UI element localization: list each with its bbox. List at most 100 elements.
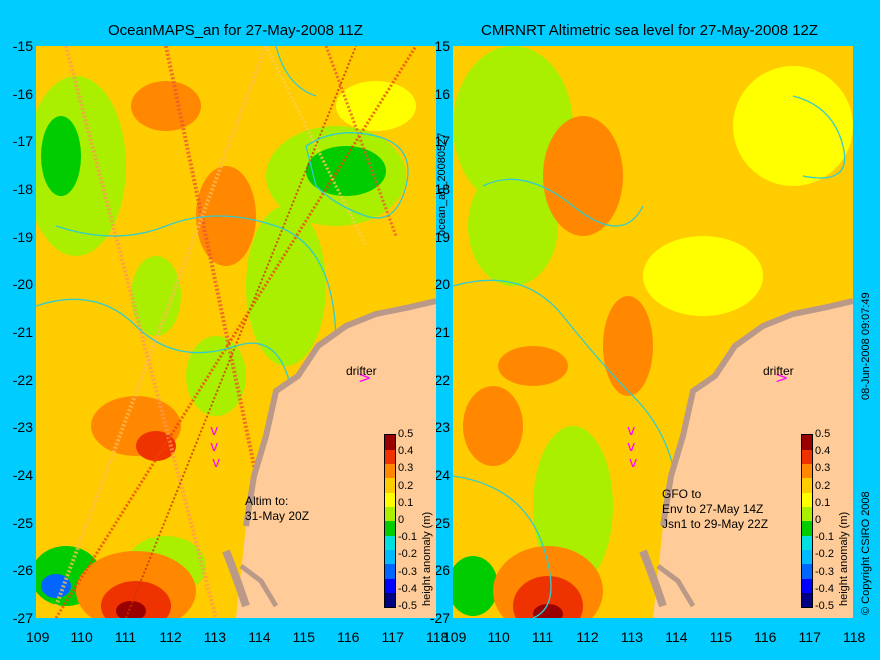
left-map-svg: > v v v xyxy=(36,46,436,618)
colorbar-swatch xyxy=(385,521,395,536)
right-colorbar xyxy=(801,434,813,608)
x-tick-label: 111 xyxy=(114,629,137,645)
y-tick-label: -27 xyxy=(12,610,33,626)
colorbar-tick-label: 0.3 xyxy=(398,462,414,475)
colorbar-swatch xyxy=(385,449,395,465)
svg-text:v: v xyxy=(627,439,635,455)
left-panel-title: OceanMAPS_an for 27-May-2008 11Z xyxy=(108,22,363,39)
colorbar-swatch xyxy=(385,578,395,594)
x-tick-label: 112 xyxy=(159,629,182,645)
x-tick-label: 115 xyxy=(709,629,732,645)
svg-text:v: v xyxy=(212,455,220,471)
colorbar-swatch xyxy=(385,463,395,479)
colorbar-swatch xyxy=(385,435,395,450)
colorbar-tick-label: 0.4 xyxy=(398,445,414,458)
colorbar-tick-label: 0 xyxy=(398,514,405,526)
x-tick-label: 118 xyxy=(426,629,449,645)
colorbar-tick-label: 0.5 xyxy=(815,428,831,440)
right-annotation-line-1: GFO to xyxy=(662,487,702,501)
right-map-panel: > v v v xyxy=(453,46,853,618)
colorbar-tick-label: 0.2 xyxy=(815,479,831,492)
copyright-label: © Copyright CSIRO 2008 xyxy=(860,491,872,615)
y-tick-label: -20 xyxy=(12,276,33,293)
svg-text:v: v xyxy=(210,439,218,455)
left-colorbar-label: height anomaly (m) xyxy=(421,511,433,606)
colorbar-tick-label: -0.5 xyxy=(815,600,834,612)
colorbar-tick-label: -0.4 xyxy=(398,582,417,595)
colorbar-tick-label: 0.2 xyxy=(398,479,414,492)
svg-text:>: > xyxy=(775,368,788,387)
right-altim-annotation: GFO to Env to 27-May 14Z Jsn1 to 29-May … xyxy=(662,487,768,532)
left-annotation-line-2: 31-May 20Z xyxy=(245,509,310,523)
colorbar-tick-label: -0.1 xyxy=(815,531,834,544)
x-tick-label: 109 xyxy=(443,629,467,645)
left-annotation-line-1: Altim to: xyxy=(245,494,289,508)
right-map-svg: > v v v xyxy=(453,46,853,618)
x-tick-label: 114 xyxy=(665,629,688,645)
y-tick-label: -18 xyxy=(12,181,33,197)
colorbar-swatch xyxy=(802,578,812,594)
colorbar-swatch xyxy=(802,492,812,508)
right-drifter-label: drifter xyxy=(763,364,794,378)
run-id-label: ocean_an_20080527 xyxy=(436,132,448,236)
right-annotation-line-3: Jsn1 to 29-May 22Z xyxy=(662,517,769,531)
colorbar-swatch xyxy=(802,435,812,450)
colorbar-swatch xyxy=(385,535,395,551)
y-tick-label: -17 xyxy=(12,133,33,150)
x-tick-label: 118 xyxy=(843,629,866,645)
right-annotation-line-2: Env to 27-May 14Z xyxy=(662,502,764,516)
left-drifter-label: drifter xyxy=(346,364,377,378)
colorbar-tick-label: -0.2 xyxy=(398,548,417,561)
colorbar-swatch xyxy=(802,564,812,579)
svg-text:v: v xyxy=(629,455,637,471)
colorbar-swatch xyxy=(385,592,395,608)
left-map-panel: > v v v xyxy=(36,46,436,618)
colorbar-tick-label: -0.1 xyxy=(398,531,417,544)
colorbar-swatch xyxy=(385,478,395,493)
y-tick-label: -22 xyxy=(12,371,33,388)
x-tick-label: 116 xyxy=(754,629,777,645)
x-tick-label: 112 xyxy=(576,629,599,645)
y-tick-label: -25 xyxy=(12,514,33,531)
y-tick-label: -15 xyxy=(12,38,33,54)
svg-text:>: > xyxy=(358,368,371,387)
right-colorbar-label: height anomaly (m) xyxy=(838,511,850,606)
colorbar-swatch xyxy=(802,521,812,536)
colorbar-swatch xyxy=(802,506,812,522)
y-tick-label: -21 xyxy=(12,324,33,340)
colorbar-swatch xyxy=(802,449,812,465)
x-tick-label: 114 xyxy=(248,629,271,645)
colorbar-tick-label: -0.4 xyxy=(815,582,834,595)
colorbar-tick-label: 0.5 xyxy=(398,428,414,440)
y-tick-label: -16 xyxy=(12,85,33,102)
colorbar-swatch xyxy=(385,564,395,579)
colorbar-swatch xyxy=(802,549,812,565)
x-tick-label: 110 xyxy=(487,629,510,645)
colorbar-swatch xyxy=(802,478,812,493)
x-tick-label: 115 xyxy=(292,629,315,645)
date-stamp-label: 08-Jun-2008 09:07:49 xyxy=(860,292,872,400)
colorbar-tick-label: -0.2 xyxy=(815,548,834,561)
colorbar-swatch xyxy=(385,492,395,508)
right-panel-title: CMRNRT Altimetric sea level for 27-May-2… xyxy=(481,22,819,39)
colorbar-tick-label: -0.5 xyxy=(398,600,417,612)
colorbar-swatch xyxy=(802,463,812,479)
y-tick-label: -26 xyxy=(12,562,33,579)
left-altim-annotation: Altim to: 31-May 20Z xyxy=(245,494,309,524)
colorbar-tick-label: 0.1 xyxy=(398,496,414,509)
x-tick-label: 109 xyxy=(26,629,50,645)
svg-text:v: v xyxy=(627,423,635,439)
colorbar-tick-label: -0.3 xyxy=(398,565,417,578)
y-tick-label: -19 xyxy=(12,228,33,245)
x-tick-label: 111 xyxy=(531,629,554,645)
x-tick-label: 113 xyxy=(620,629,644,645)
x-tick-label: 116 xyxy=(337,629,360,645)
colorbar-swatch xyxy=(802,592,812,608)
left-colorbar xyxy=(384,434,396,608)
y-tick-label: -24 xyxy=(12,467,33,483)
colorbar-tick-label: -0.3 xyxy=(815,565,834,578)
x-tick-label: 117 xyxy=(798,629,821,645)
colorbar-swatch xyxy=(385,549,395,565)
colorbar-tick-label: 0.4 xyxy=(815,445,831,458)
colorbar-tick-label: 0 xyxy=(815,514,822,526)
